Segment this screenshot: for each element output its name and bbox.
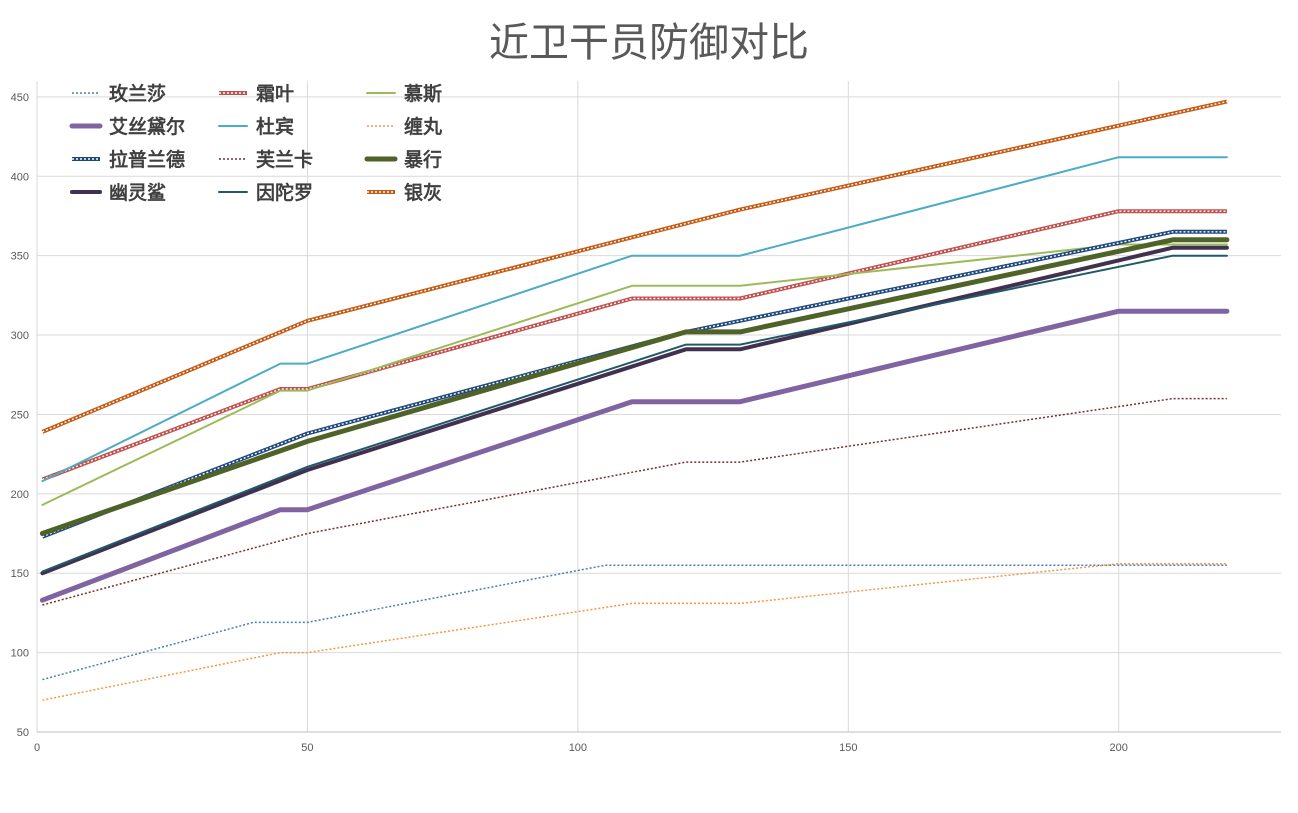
y-tick-label: 50 xyxy=(17,727,29,739)
legend-item: 拉普兰德 xyxy=(72,148,185,171)
legend-item: 霜叶 xyxy=(219,83,294,105)
legend-item: 芙兰卡 xyxy=(219,148,313,171)
legend-item: 幽灵鲨 xyxy=(70,181,166,204)
series-line-2-outer xyxy=(41,209,1227,482)
legend-label: 玫兰莎 xyxy=(109,82,166,105)
y-tick-label: 200 xyxy=(11,489,29,501)
series-line-10-path xyxy=(40,245,1229,576)
legend-item: 杜宾 xyxy=(218,115,294,138)
series-line-11-path xyxy=(41,254,1228,573)
gridlines xyxy=(37,81,1281,733)
x-tick-label: 50 xyxy=(301,742,313,754)
legend-item: 慕斯 xyxy=(366,82,442,105)
legend-item: 玫兰莎 xyxy=(72,82,166,105)
y-tick-label: 350 xyxy=(11,251,29,263)
series-line-10 xyxy=(40,245,1229,576)
legend-label: 缠丸 xyxy=(404,115,443,138)
x-tick-label: 100 xyxy=(569,742,587,754)
legend-label: 慕斯 xyxy=(404,82,442,105)
series-line-2 xyxy=(41,209,1227,482)
series-line-9-path xyxy=(39,237,1230,536)
y-tick-label: 450 xyxy=(11,92,29,104)
series-line-12-outer xyxy=(41,99,1228,434)
series-line-8-path xyxy=(42,397,1227,606)
legend-label: 银灰 xyxy=(404,181,442,204)
legend-item: 缠丸 xyxy=(367,115,443,138)
series-line-1-path xyxy=(42,564,1227,681)
y-tick-label: 100 xyxy=(11,648,29,660)
series-line-5-path xyxy=(41,156,1228,483)
series-line-6 xyxy=(42,562,1227,701)
y-tick-label: 300 xyxy=(11,330,29,342)
series-line-8 xyxy=(42,397,1227,606)
series-line-11 xyxy=(41,254,1228,573)
x-tick-label: 150 xyxy=(839,742,857,754)
axes: 50 100 150 200 250 300 350 400 450 0 50 100 150 200 xyxy=(11,81,1281,754)
legend-item: 银灰 xyxy=(367,181,442,204)
legend-item: 艾丝黛尔 xyxy=(69,115,185,138)
legend-item: 暴行 xyxy=(364,148,442,171)
series-line-4 xyxy=(39,308,1230,603)
legend-label: 幽灵鲨 xyxy=(109,181,166,204)
chart-title: 近卫干员防御对比 xyxy=(489,20,809,66)
series-line-12 xyxy=(41,99,1228,434)
series-line-1 xyxy=(42,564,1227,681)
legend-label: 暴行 xyxy=(404,148,442,171)
legend-item: 因陀罗 xyxy=(218,181,313,204)
series-line-4-path xyxy=(39,308,1230,603)
y-tick-label: 250 xyxy=(11,409,29,421)
legend-label: 拉普兰德 xyxy=(109,148,185,171)
y-tick-label: 400 xyxy=(11,171,29,183)
series-line-6-path xyxy=(42,562,1227,701)
series-line-5 xyxy=(41,156,1228,483)
series-lines xyxy=(39,99,1230,701)
legend-label: 艾丝黛尔 xyxy=(109,115,185,138)
legend-label: 芙兰卡 xyxy=(256,148,313,171)
legend-label: 因陀罗 xyxy=(256,181,313,204)
legend-label: 霜叶 xyxy=(255,83,294,105)
legend-label: 杜宾 xyxy=(256,115,294,138)
y-tick-label: 150 xyxy=(11,568,29,580)
x-tick-label: 200 xyxy=(1110,742,1128,754)
x-tick-label: 0 xyxy=(34,742,40,754)
series-line-9 xyxy=(39,237,1230,536)
